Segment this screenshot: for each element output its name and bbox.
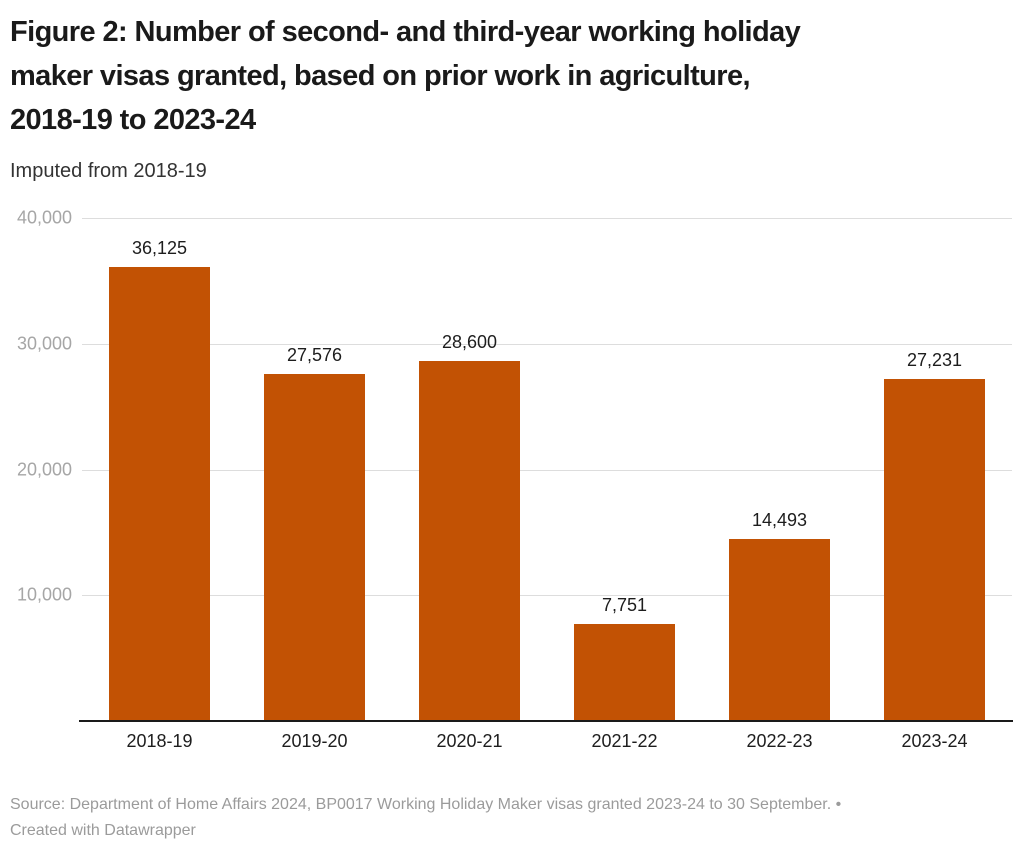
value-label-2019-20: 27,576 [286,345,343,366]
value-label-2021-22: 7,751 [601,594,648,615]
bar-2022-23 [729,538,830,721]
y-tick-label-30,000: 30,000 [16,333,72,354]
x-tick-label-2022-23: 2022-23 [746,731,813,751]
chart-title-line-1: Figure 2: Number of second- and third-ye… [10,16,801,48]
bar-2018-19 [109,266,210,721]
x-tick-label-2021-22: 2021-22 [591,731,658,751]
x-tick-label-2023-24: 2023-24 [901,731,968,751]
created-with-line: Created with Datawrapper [10,822,196,839]
gridline-10,000 [82,595,1012,597]
y-tick-label-20,000: 20,000 [16,459,72,479]
value-label-2022-23: 14,493 [751,509,808,530]
gridline-30,000 [82,343,1012,345]
bar-2021-22 [574,623,675,721]
chart-title: Figure 2: Number of second- and third-ye… [10,10,1016,142]
chart-title-line-3: 2018-19 to 2023-24 [10,104,256,136]
gridline-20,000 [82,469,1012,471]
value-label-2018-19: 36,125 [131,237,188,258]
plot-area: 36,125 27,576 28,600 7,751 14,493 27,231 [82,218,1012,721]
chart-subtitle: Imputed from 2018-19 [10,160,207,182]
x-tick-label-2019-20: 2019-20 [281,731,348,751]
source-note: Source: Department of Home Affairs 2024,… [10,792,1016,844]
bar-2023-24 [884,378,985,721]
y-tick-label-10,000: 10,000 [16,584,72,605]
bar-2020-21 [419,361,520,721]
x-tick-label-2020-21: 2020-21 [436,731,503,751]
value-label-2023-24: 27,231 [906,349,963,370]
bar-2019-20 [264,374,365,721]
value-label-2020-21: 28,600 [441,332,498,353]
x-tick-label-2018-19: 2018-19 [126,731,193,751]
y-tick-label-40,000: 40,000 [16,207,72,228]
gridline-40,000 [82,218,1012,219]
chart-title-line-2: maker visas granted, based on prior work… [10,60,751,92]
source-line: Source: Department of Home Affairs 2024,… [10,796,842,813]
x-axis-line [79,720,1013,722]
